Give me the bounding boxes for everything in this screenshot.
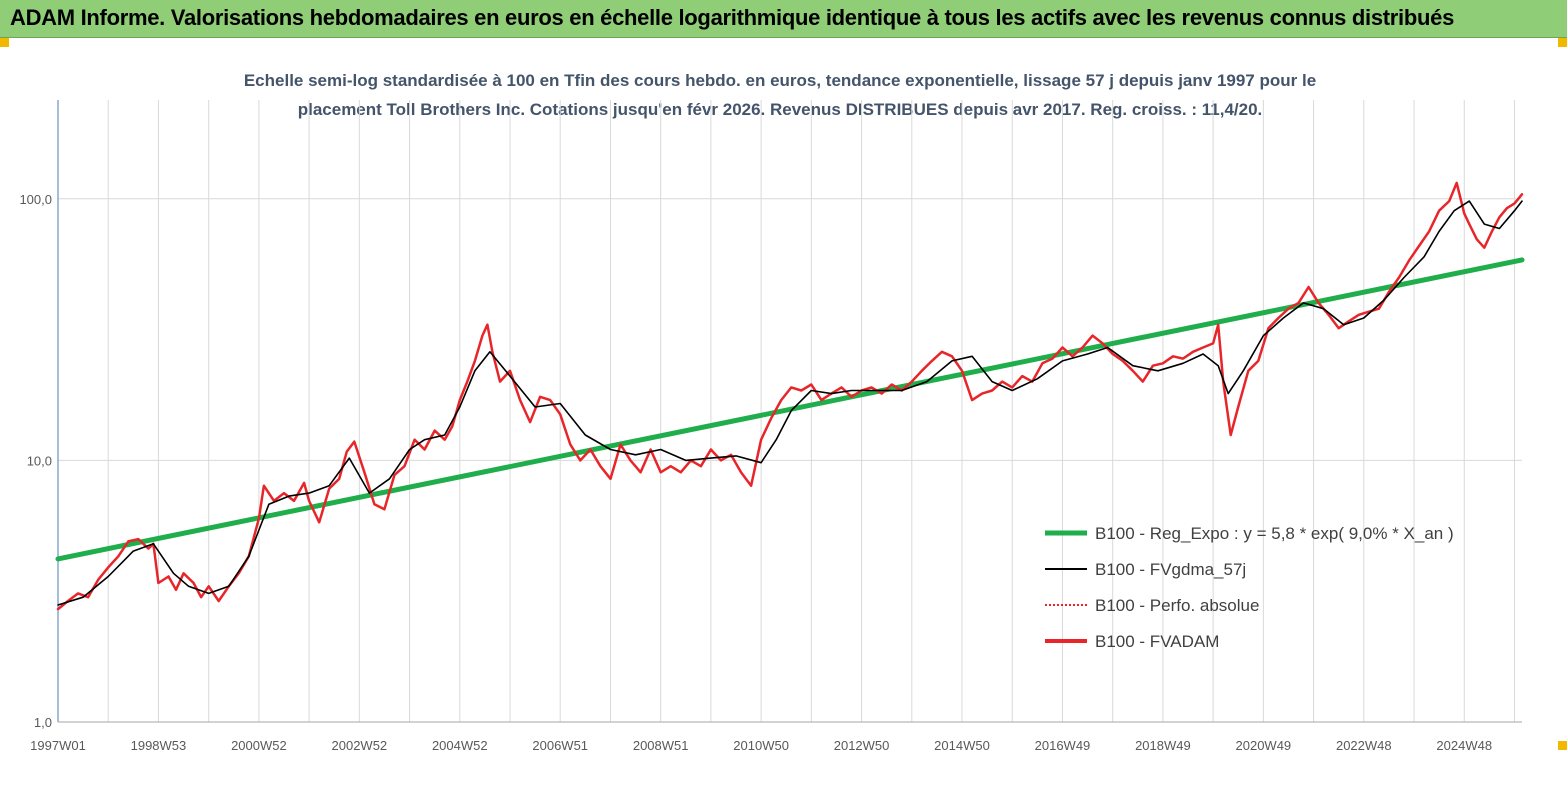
series-group bbox=[55, 181, 1525, 611]
legend: B100 - Reg_Expo : y = 5,8 * exp( 9,0% * … bbox=[1045, 524, 1454, 651]
legend-label-perfo: B100 - Perfo. absolue bbox=[1095, 596, 1259, 615]
axes: 1,0 10,0 100,0 1997W01 1998W53 2000W52 2002W52… bbox=[19, 100, 1522, 753]
corner-mark-bottom-right bbox=[1558, 741, 1567, 750]
title-banner: ADAM Informe. Valorisations hebdomadaire… bbox=[0, 0, 1567, 38]
x-tick-label-4: 2004W52 bbox=[432, 738, 488, 753]
legend-label-smoothed: B100 - FVgdma_57j bbox=[1095, 560, 1246, 579]
chart-subtitle-line-2: placement Toll Brothers Inc. Cotations j… bbox=[298, 100, 1263, 119]
x-tick-label-11: 2018W49 bbox=[1135, 738, 1191, 753]
x-tick-label-2: 2000W52 bbox=[231, 738, 287, 753]
series-line-smoothed bbox=[57, 200, 1523, 606]
corner-mark-top-left bbox=[0, 38, 9, 47]
x-tick-label-13: 2022W48 bbox=[1336, 738, 1392, 753]
x-tick-label-1: 1998W53 bbox=[131, 738, 187, 753]
x-tick-label-9: 2014W50 bbox=[934, 738, 990, 753]
x-tick-label-10: 2016W49 bbox=[1035, 738, 1091, 753]
legend-label-regression: B100 - Reg_Expo : y = 5,8 * exp( 9,0% * … bbox=[1095, 524, 1454, 543]
legend-label-fvadam: B100 - FVADAM bbox=[1095, 632, 1219, 651]
chart-subtitle-line-1: Echelle semi-log standardisée à 100 en T… bbox=[244, 71, 1316, 90]
y-tick-label-0: 1,0 bbox=[34, 715, 52, 730]
x-tick-label-12: 2020W49 bbox=[1236, 738, 1292, 753]
corner-mark-top-right bbox=[1558, 38, 1567, 47]
x-tick-label-3: 2002W52 bbox=[332, 738, 388, 753]
x-tick-label-7: 2010W50 bbox=[733, 738, 789, 753]
banner-title: ADAM Informe. Valorisations hebdomadaire… bbox=[10, 5, 1455, 30]
y-tick-label-2: 100,0 bbox=[19, 192, 52, 207]
x-tick-label-8: 2012W50 bbox=[834, 738, 890, 753]
chart: Echelle semi-log standardisée à 100 en T… bbox=[19, 71, 1525, 753]
y-tick-label-1: 10,0 bbox=[27, 453, 52, 468]
x-tick-label-0: 1997W01 bbox=[30, 738, 86, 753]
series-line-regression bbox=[55, 257, 1525, 562]
x-tick-label-14: 2024W48 bbox=[1436, 738, 1492, 753]
x-tick-label-6: 2008W51 bbox=[633, 738, 689, 753]
x-tick-label-5: 2006W51 bbox=[532, 738, 588, 753]
series-line-fvadam bbox=[56, 181, 1524, 611]
